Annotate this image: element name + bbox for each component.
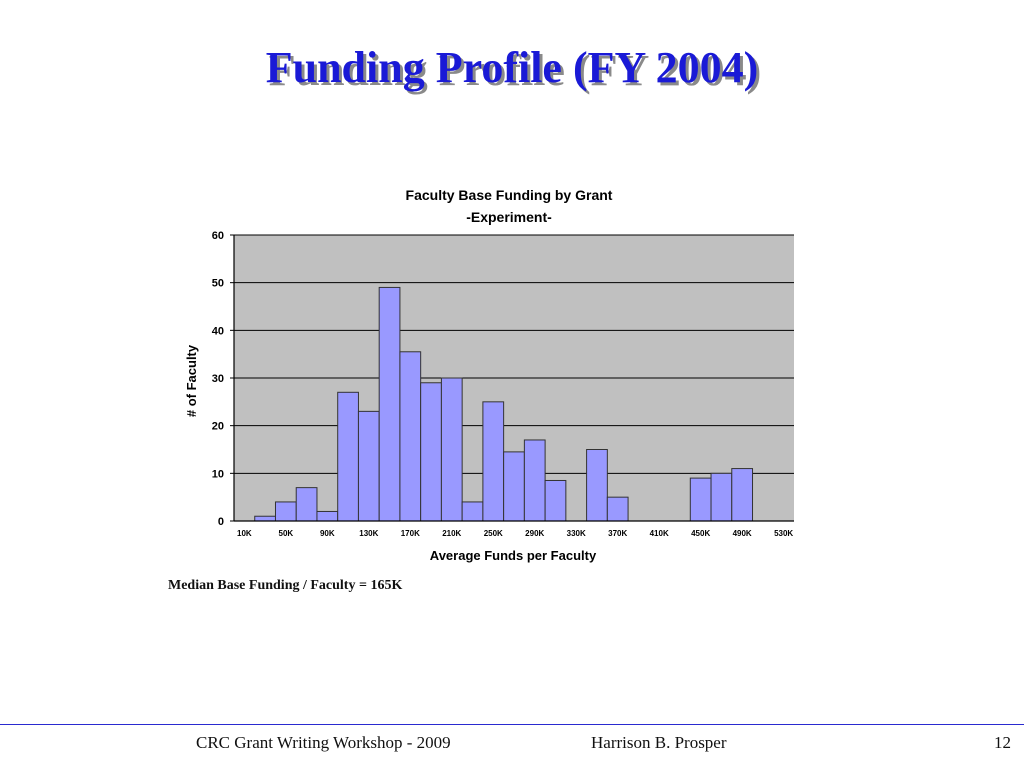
y-tick-label: 10	[212, 468, 224, 480]
y-tick-label: 50	[212, 278, 224, 290]
histogram-bar	[731, 468, 754, 522]
bars	[254, 286, 754, 522]
x-tick-label: 50K	[279, 529, 294, 538]
histogram-bar	[440, 377, 463, 522]
chart-subtitle: -Experiment-	[466, 209, 552, 225]
histogram-bar	[295, 487, 318, 522]
x-tick-label: 130K	[359, 529, 378, 538]
histogram-bar	[503, 451, 525, 522]
x-tick-label: 210K	[442, 529, 461, 538]
histogram-bar	[274, 501, 297, 522]
histogram-bar	[399, 351, 422, 522]
footer-author: Harrison B. Prosper	[591, 733, 727, 752]
histogram-bar	[606, 496, 629, 522]
footer-divider	[0, 724, 1024, 725]
histogram-bar	[357, 410, 380, 522]
slide-title: Funding Profile (FY 2004)	[265, 43, 759, 92]
y-tick-label: 60	[212, 230, 224, 242]
histogram-bar	[316, 510, 339, 522]
x-tick-label: 330K	[567, 529, 586, 538]
histogram-bar	[689, 477, 712, 522]
x-tick-label: 10K	[237, 529, 252, 538]
histogram-bar	[337, 391, 359, 522]
histogram-bar	[482, 401, 505, 522]
y-tick-label: 30	[212, 373, 224, 385]
histogram-bar	[254, 515, 276, 522]
x-tick-label: 490K	[733, 529, 752, 538]
histogram-bar	[420, 382, 442, 522]
x-tick-label: 450K	[691, 529, 710, 538]
histogram-bar	[523, 439, 546, 522]
y-tick-label: 40	[212, 325, 224, 337]
histogram-bar	[710, 472, 733, 522]
histogram-bar	[378, 286, 401, 522]
x-tick-label: 250K	[484, 529, 503, 538]
x-tick-label: 370K	[608, 529, 627, 538]
footer-page-number: 12	[994, 733, 1011, 752]
footer-workshop: CRC Grant Writing Workshop - 2009	[196, 733, 451, 752]
y-axis-label: # of Faculty	[184, 344, 199, 417]
x-tick-label: 410K	[650, 529, 669, 538]
histogram-bar	[586, 449, 608, 522]
axes: 0 10 20 30 40 50 60 10K 50K 90K 130K 170K 210K 250K 29…	[212, 230, 794, 538]
x-axis-label: Average Funds per Faculty	[430, 548, 597, 563]
chart-title: Faculty Base Funding by Grant	[406, 187, 613, 203]
histogram-bar	[461, 501, 484, 522]
x-tick-label: 90K	[320, 529, 335, 538]
y-tick-label: 20	[212, 421, 224, 433]
histogram-bar	[544, 479, 567, 522]
x-tick-label: 170K	[401, 529, 420, 538]
y-tick-label: 0	[218, 516, 224, 528]
x-tick-label: 290K	[525, 529, 544, 538]
x-tick-label: 530K	[774, 529, 793, 538]
median-note: Median Base Funding / Faculty = 165K	[168, 578, 403, 593]
